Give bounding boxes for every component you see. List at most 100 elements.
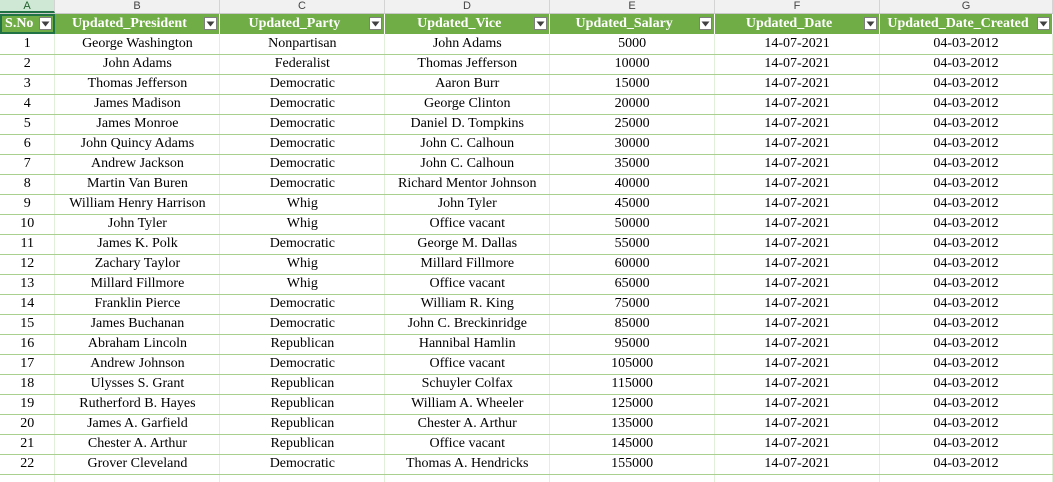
column-header-updated-date-created[interactable]: Updated_Date_Created (879, 14, 1053, 34)
table-cell[interactable]: Republican (219, 434, 386, 455)
table-cell[interactable]: 04-03-2012 (879, 194, 1053, 215)
table-cell[interactable] (54, 474, 221, 482)
table-cell[interactable]: 14-07-2021 (714, 374, 880, 395)
table-cell[interactable]: 04-03-2012 (879, 334, 1053, 355)
column-header-s-no[interactable]: S.No (0, 14, 56, 34)
table-cell[interactable]: 20 (0, 414, 56, 435)
table-cell[interactable]: 21 (0, 434, 56, 455)
table-cell[interactable]: 40000 (549, 174, 716, 195)
table-cell[interactable]: John Adams (384, 34, 551, 55)
table-cell[interactable]: James K. Polk (54, 234, 221, 255)
table-cell[interactable]: 14-07-2021 (714, 154, 880, 175)
table-cell[interactable] (549, 474, 716, 482)
table-cell[interactable]: 04-03-2012 (879, 234, 1053, 255)
table-cell[interactable]: 50000 (549, 214, 716, 235)
table-cell[interactable]: 14-07-2021 (714, 274, 880, 295)
table-cell[interactable]: Nonpartisan (219, 34, 386, 55)
table-cell[interactable]: 04-03-2012 (879, 174, 1053, 195)
table-cell[interactable]: William Henry Harrison (54, 194, 221, 215)
table-cell[interactable]: 14-07-2021 (714, 34, 880, 55)
table-cell[interactable]: John Tyler (54, 214, 221, 235)
table-cell[interactable]: 155000 (549, 454, 716, 475)
table-cell[interactable]: 65000 (549, 274, 716, 295)
table-cell[interactable]: Thomas A. Hendricks (384, 454, 551, 475)
table-cell[interactable]: 35000 (549, 154, 716, 175)
table-cell[interactable]: 04-03-2012 (879, 134, 1053, 155)
table-cell[interactable]: Democratic (219, 154, 386, 175)
table-cell[interactable]: Hannibal Hamlin (384, 334, 551, 355)
table-cell[interactable]: 15000 (549, 74, 716, 95)
table-cell[interactable]: 14-07-2021 (714, 114, 880, 135)
table-cell[interactable]: 25000 (549, 114, 716, 135)
table-cell[interactable]: 14-07-2021 (714, 234, 880, 255)
table-cell[interactable]: Republican (219, 374, 386, 395)
table-cell[interactable]: 75000 (549, 294, 716, 315)
table-cell[interactable]: Grover Cleveland (54, 454, 221, 475)
table-cell[interactable]: Office vacant (384, 354, 551, 375)
table-cell[interactable]: John C. Calhoun (384, 134, 551, 155)
table-cell[interactable]: George M. Dallas (384, 234, 551, 255)
table-cell[interactable]: Democratic (219, 354, 386, 375)
table-cell[interactable]: Franklin Pierce (54, 294, 221, 315)
table-cell[interactable]: Democratic (219, 134, 386, 155)
table-cell[interactable]: 5000 (549, 34, 716, 55)
table-cell[interactable]: 04-03-2012 (879, 394, 1053, 415)
table-cell[interactable]: 18 (0, 374, 56, 395)
table-cell[interactable]: 19 (0, 394, 56, 415)
table-cell[interactable]: Zachary Taylor (54, 254, 221, 275)
filter-dropdown-icon[interactable] (1037, 17, 1050, 30)
table-cell[interactable]: Chester A. Arthur (384, 414, 551, 435)
table-cell[interactable]: 5 (0, 114, 56, 135)
column-letter-g[interactable]: G (880, 0, 1053, 13)
column-letter-b[interactable]: B (55, 0, 220, 13)
filter-dropdown-icon[interactable] (699, 17, 713, 30)
table-cell[interactable]: 04-03-2012 (879, 114, 1053, 135)
table-cell[interactable]: Andrew Johnson (54, 354, 221, 375)
column-header-updated-party[interactable]: Updated_Party (219, 14, 386, 34)
filter-dropdown-icon[interactable] (204, 17, 218, 30)
table-cell[interactable]: 14-07-2021 (714, 294, 880, 315)
table-cell[interactable]: 145000 (549, 434, 716, 455)
table-cell[interactable]: Democratic (219, 94, 386, 115)
table-cell[interactable]: Richard Mentor Johnson (384, 174, 551, 195)
table-cell[interactable]: Whig (219, 214, 386, 235)
table-cell[interactable]: 04-03-2012 (879, 94, 1053, 115)
table-cell[interactable]: Democratic (219, 314, 386, 335)
table-cell[interactable]: 04-03-2012 (879, 294, 1053, 315)
table-cell[interactable]: 14-07-2021 (714, 254, 880, 275)
filter-dropdown-icon[interactable] (369, 17, 383, 30)
filter-dropdown-icon[interactable] (534, 17, 548, 30)
table-cell[interactable]: Democratic (219, 74, 386, 95)
table-cell[interactable]: Republican (219, 394, 386, 415)
table-cell[interactable]: James A. Garfield (54, 414, 221, 435)
table-cell[interactable]: 14-07-2021 (714, 454, 880, 475)
table-cell[interactable]: 60000 (549, 254, 716, 275)
table-cell[interactable]: 16 (0, 334, 56, 355)
table-cell[interactable]: Whig (219, 194, 386, 215)
table-cell[interactable]: Office vacant (384, 214, 551, 235)
table-cell[interactable]: 45000 (549, 194, 716, 215)
table-cell[interactable]: John C. Breckinridge (384, 314, 551, 335)
table-cell[interactable]: 1 (0, 34, 56, 55)
table-cell[interactable]: Democratic (219, 294, 386, 315)
table-cell[interactable] (879, 474, 1053, 482)
table-cell[interactable]: 125000 (549, 394, 716, 415)
column-letter-d[interactable]: D (385, 0, 550, 13)
column-letter-e[interactable]: E (550, 0, 715, 13)
table-cell[interactable]: George Washington (54, 34, 221, 55)
table-cell[interactable]: Abraham Lincoln (54, 334, 221, 355)
table-cell[interactable]: William A. Wheeler (384, 394, 551, 415)
table-cell[interactable]: 14-07-2021 (714, 174, 880, 195)
table-cell[interactable]: 30000 (549, 134, 716, 155)
table-cell[interactable]: 04-03-2012 (879, 454, 1053, 475)
table-cell[interactable]: 22 (0, 454, 56, 475)
table-cell[interactable]: Millard Fillmore (384, 254, 551, 275)
table-cell[interactable]: 17 (0, 354, 56, 375)
table-cell[interactable]: Republican (219, 414, 386, 435)
table-cell[interactable]: Office vacant (384, 274, 551, 295)
column-header-updated-salary[interactable]: Updated_Salary (549, 14, 716, 34)
table-cell[interactable]: 14-07-2021 (714, 94, 880, 115)
table-cell[interactable]: 105000 (549, 354, 716, 375)
table-cell[interactable] (0, 474, 56, 482)
filter-dropdown-icon[interactable] (39, 17, 53, 30)
